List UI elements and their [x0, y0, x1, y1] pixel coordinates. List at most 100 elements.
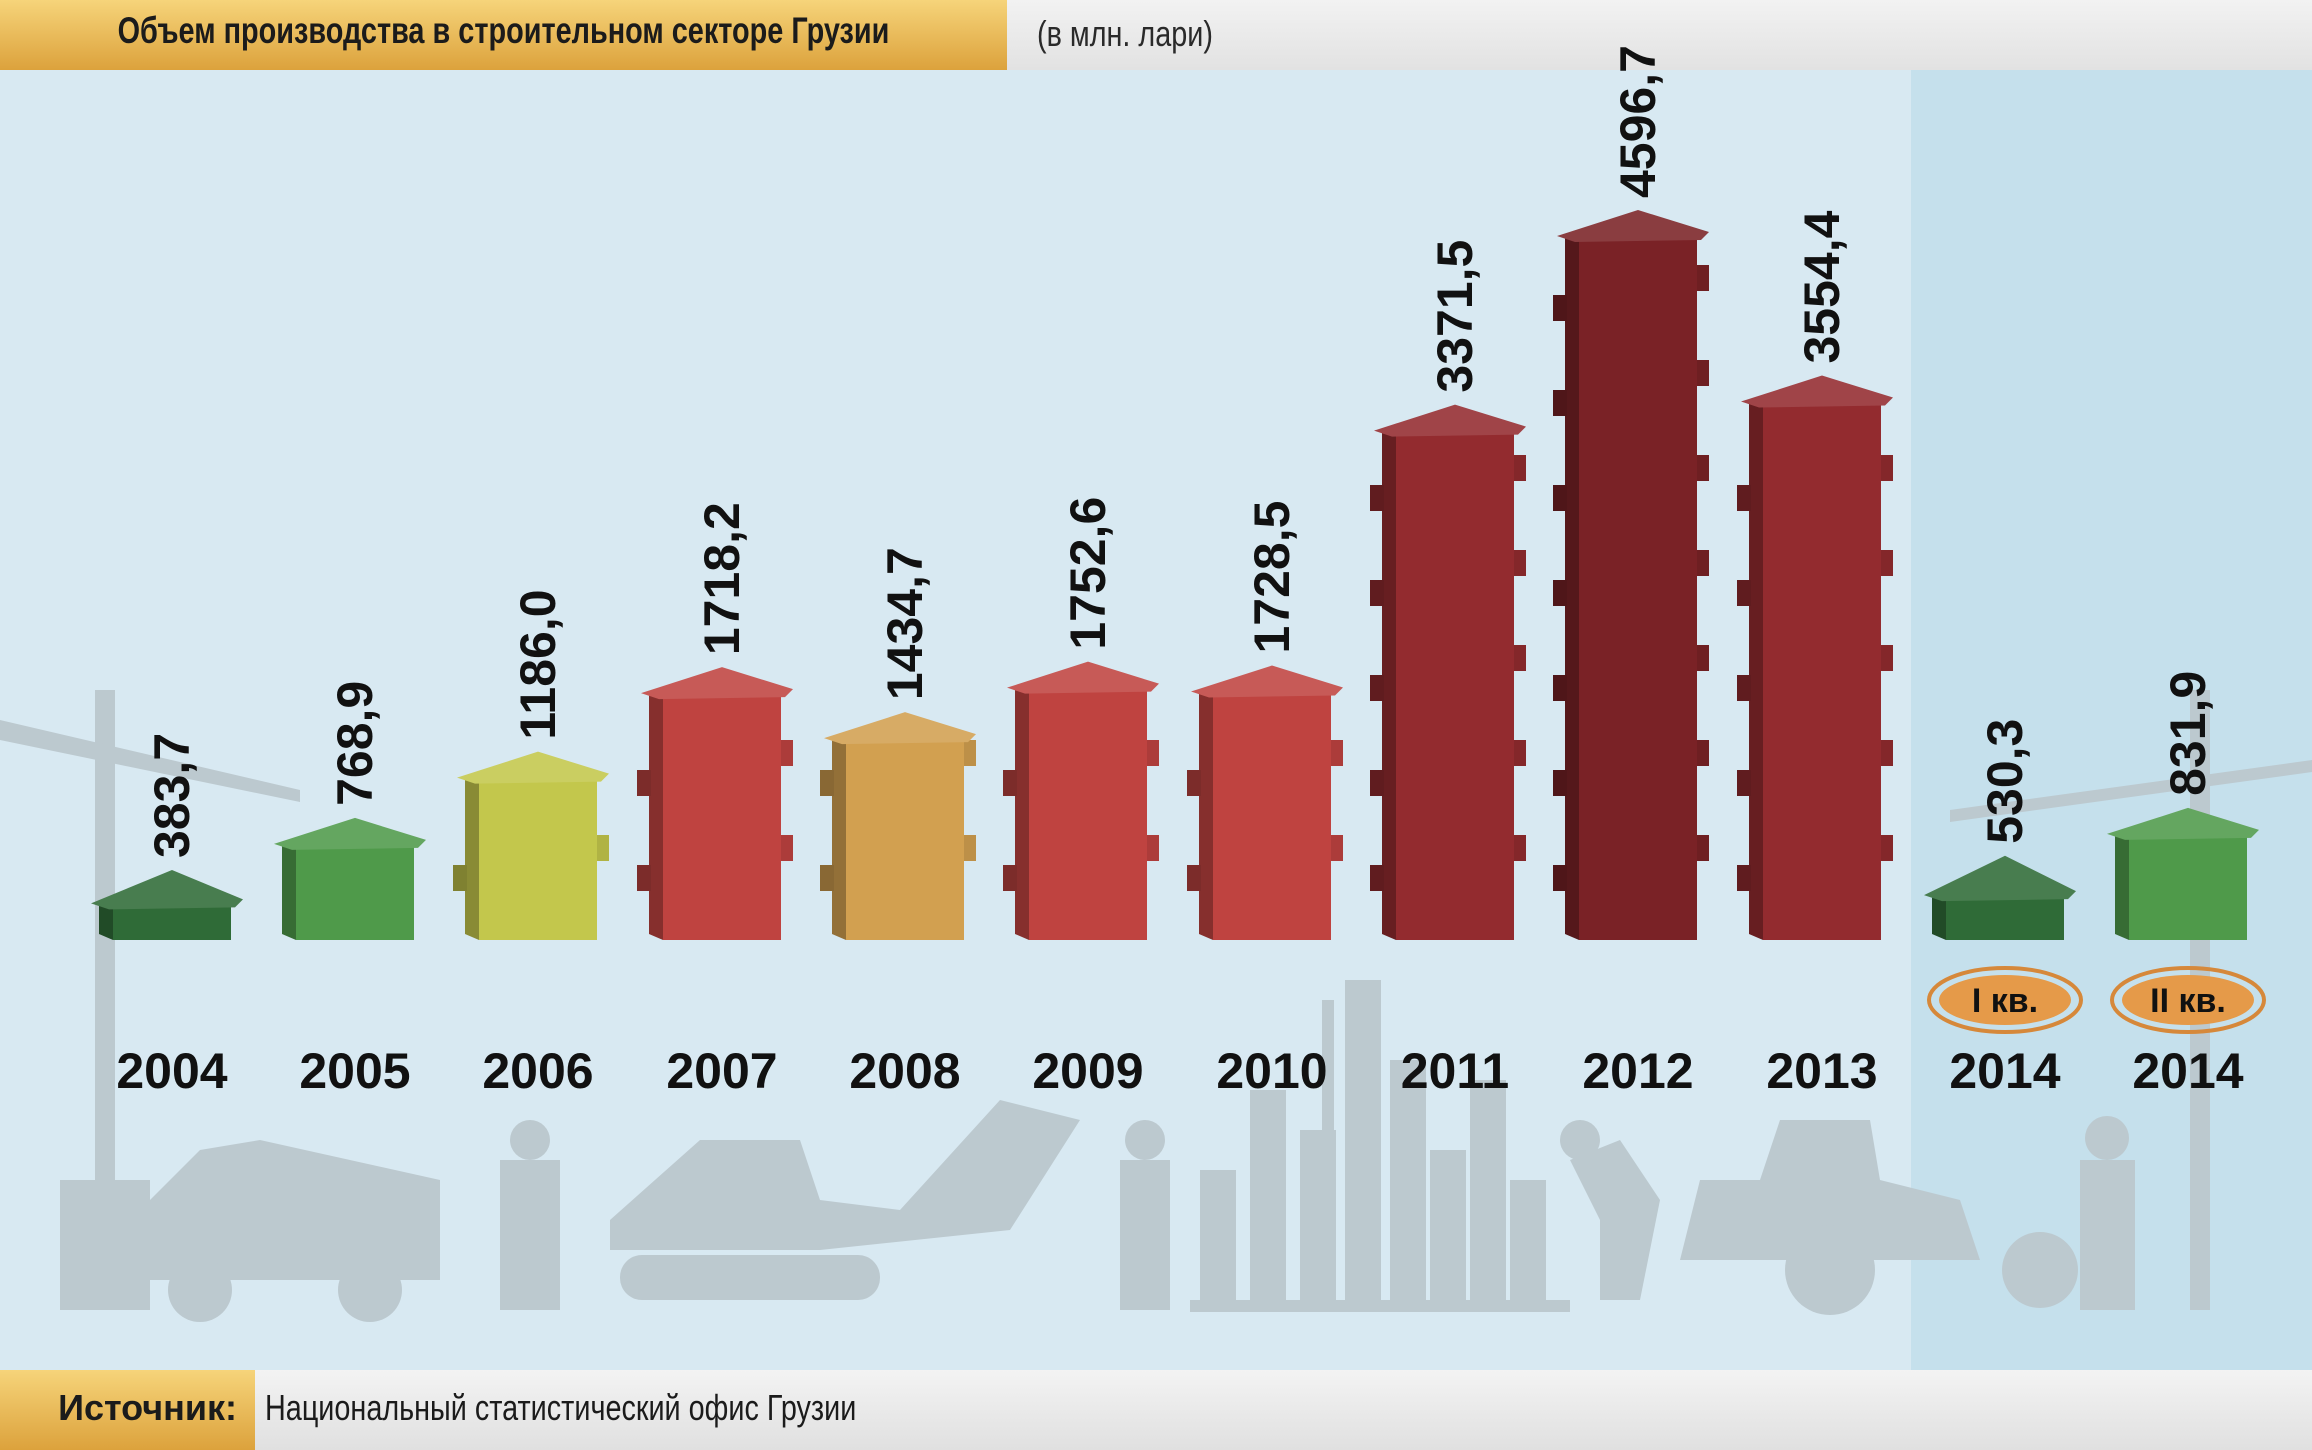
floor-notch: [1695, 265, 1709, 291]
floor-notch: [962, 740, 976, 766]
floor-notch: [820, 770, 834, 796]
source-text: Национальный статистический офис Грузии: [265, 1387, 857, 1428]
bar-front-face: [1029, 683, 1147, 940]
bar-house-2013: [1737, 375, 1893, 940]
bar-roof: [1741, 375, 1893, 408]
bar-front-face: [1213, 687, 1331, 940]
floor-notch: [1553, 390, 1567, 416]
floor-notch: [1003, 865, 1017, 891]
crane-mast-left: [95, 690, 115, 1310]
worker-silhouette: [1570, 1140, 1660, 1300]
bar-side-face: [1565, 232, 1579, 940]
bar-roof: [641, 667, 793, 700]
floor-notch: [1879, 455, 1893, 481]
bar-roof: [1557, 210, 1709, 242]
bar-house-2005: [274, 817, 426, 940]
floor-notch: [1737, 485, 1751, 511]
worker-silhouette: [1120, 1160, 1170, 1310]
bar-house-2004: [91, 870, 243, 940]
floor-notch: [779, 740, 793, 766]
floor-notch: [1512, 550, 1526, 576]
floor-notch: [1187, 770, 1201, 796]
floor-notch: [1512, 455, 1526, 481]
floor-notch: [637, 865, 651, 891]
worker-head: [1560, 1120, 1600, 1160]
excavator-silhouette: [610, 1100, 1080, 1250]
quarter-badge-ring: [2110, 966, 2266, 1034]
floor-notch: [1370, 675, 1384, 701]
skyline-building: [1510, 1180, 1546, 1310]
bar-roof: [1191, 665, 1343, 698]
year-label: 2008: [849, 1043, 960, 1099]
footer-bar: Источник: Национальный статистический оф…: [0, 1370, 2312, 1450]
value-label: 1728,5: [1244, 501, 1300, 654]
crane-jib-left: [0, 720, 300, 802]
bar-roof: [824, 712, 976, 745]
floor-notch: [1553, 485, 1567, 511]
title-box: Объем производства в строительном сектор…: [0, 0, 1007, 70]
floor-notch: [595, 835, 609, 861]
floor-notch: [1553, 295, 1567, 321]
bar-side-face: [1382, 426, 1396, 940]
header-bar: Объем производства в строительном сектор…: [0, 0, 2312, 70]
bar-house-2007: [637, 667, 793, 940]
bar-front-face: [1579, 232, 1697, 940]
bar-side-face: [1749, 397, 1763, 940]
bar-front-face: [1763, 397, 1881, 940]
bar-house-2008: [820, 712, 976, 940]
source-label: Источник:: [58, 1387, 237, 1428]
crane-base-left: [60, 1180, 150, 1310]
chart-marks: 383,7 2004 768,9 2005 1186,0 2006 1718,2 2007 14…: [91, 45, 2266, 1099]
value-label: 1752,6: [1060, 497, 1116, 650]
bar-front-face: [479, 773, 597, 940]
tv-tower: [1322, 1000, 1334, 1310]
skyline-building: [1470, 1080, 1506, 1310]
worker-head: [510, 1120, 550, 1160]
floor-notch: [1879, 740, 1893, 766]
bar-side-face: [1199, 687, 1213, 940]
floor-notch: [820, 865, 834, 891]
floor-notch: [1370, 485, 1384, 511]
floor-notch: [1370, 580, 1384, 606]
tractor-silhouette: [1680, 1120, 1980, 1260]
bar-side-face: [282, 839, 296, 940]
floor-notch: [1695, 550, 1709, 576]
bar-roof: [91, 870, 243, 910]
quarter-badge: [1939, 975, 2071, 1025]
bar-house-2012: [1553, 210, 1709, 940]
year-label: 2005: [299, 1043, 410, 1099]
bar-house-2006: [453, 751, 609, 940]
floor-notch: [1737, 675, 1751, 701]
quarter-badge-ring: [1927, 966, 2083, 1034]
skyline-building: [1200, 1170, 1236, 1310]
value-label: 530,3: [1977, 719, 2033, 844]
year-label: 2009: [1032, 1043, 1143, 1099]
floor-notch: [1512, 835, 1526, 861]
year-label: 2004: [116, 1043, 227, 1099]
bar-house-2014-II кв.: [2107, 807, 2259, 940]
bar-roof: [274, 817, 426, 850]
floor-notch: [1879, 550, 1893, 576]
bar-side-face: [2115, 829, 2129, 940]
floor-notch: [1695, 835, 1709, 861]
bar-side-face: [465, 773, 479, 940]
bar-side-face: [832, 734, 846, 940]
worker-silhouette: [500, 1160, 560, 1310]
value-label: 1718,2: [694, 502, 750, 655]
floor-notch: [1737, 770, 1751, 796]
floor-notch: [1003, 770, 1017, 796]
bar-roof: [1924, 855, 2076, 902]
worker-head: [1125, 1120, 1165, 1160]
bar-side-face: [99, 899, 113, 940]
floor-notch: [1553, 770, 1567, 796]
floor-notch: [1553, 675, 1567, 701]
value-label: 383,7: [144, 733, 200, 858]
floor-notch: [1879, 835, 1893, 861]
bar-front-face: [846, 734, 964, 940]
quarter-badge: [2122, 975, 2254, 1025]
bar-house-2010: [1187, 665, 1343, 940]
quarter-label: II кв.: [2150, 982, 2226, 1020]
skyline-building: [1430, 1150, 1466, 1310]
skyline-building: [1345, 980, 1381, 1310]
year-label: 2012: [1582, 1043, 1693, 1099]
